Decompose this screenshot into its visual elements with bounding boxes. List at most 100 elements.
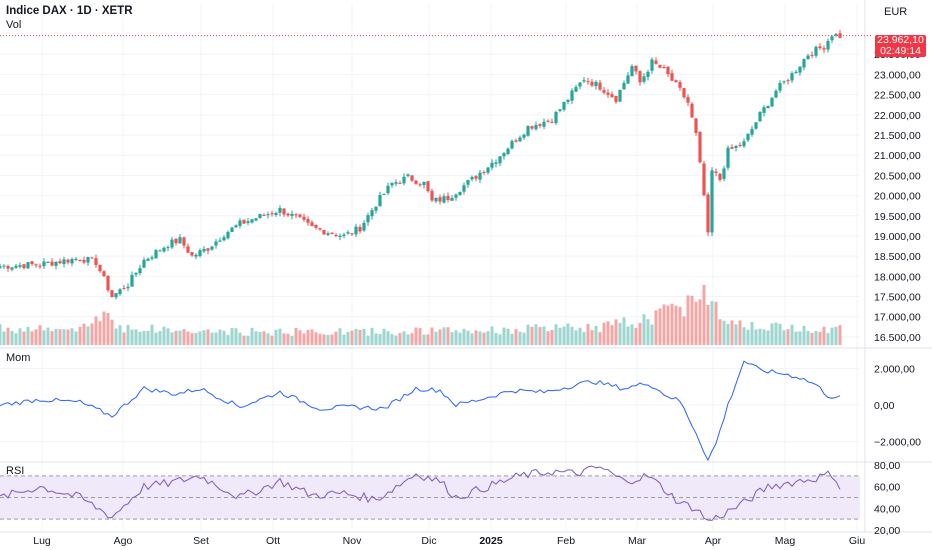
month-tick-label: Dic <box>421 535 436 547</box>
candle-body <box>746 133 750 141</box>
candle-body <box>518 137 522 142</box>
month-tick-label: Giu <box>849 535 866 547</box>
candle-body <box>230 227 234 233</box>
volume-bar <box>86 326 90 345</box>
volume-bar <box>838 325 842 345</box>
candle-body <box>386 185 390 194</box>
candle-body <box>410 175 414 181</box>
candle-body <box>422 181 426 186</box>
volume-bar <box>162 326 166 345</box>
candle-body <box>798 66 802 73</box>
candle-body <box>814 46 818 56</box>
price-tick-label: 21.000,00 <box>874 150 921 162</box>
volume-bar <box>558 327 562 345</box>
volume-bar <box>470 333 474 345</box>
volume-bar <box>538 327 542 345</box>
candle-body <box>370 210 374 217</box>
volume-bar <box>22 331 26 345</box>
volume-bar <box>454 330 458 345</box>
price-tick-label: 20.500,00 <box>874 170 921 182</box>
month-tick-label: Lug <box>33 535 51 547</box>
volume-bar <box>502 327 506 345</box>
candle-body <box>458 192 462 196</box>
volume-bar <box>594 325 598 345</box>
rsi-tick-label: 20,00 <box>874 525 900 537</box>
volume-bar <box>326 334 330 345</box>
month-tick-label: Mar <box>628 535 647 547</box>
volume-bar <box>122 332 126 345</box>
candle-body <box>566 99 570 102</box>
volume-bar <box>62 329 66 345</box>
volume-bar <box>366 335 370 345</box>
price-tick-label: 20.000,00 <box>874 191 921 203</box>
candle-body <box>286 213 290 216</box>
candle-body <box>302 216 306 220</box>
candle-body <box>554 111 558 124</box>
candle-body <box>658 64 662 68</box>
candle-body <box>530 126 534 129</box>
volume-bar <box>206 329 210 345</box>
month-tick-label: Ago <box>114 535 133 547</box>
volume-bar <box>650 324 654 345</box>
candle-body <box>330 232 334 234</box>
candle-body <box>222 237 226 241</box>
candle-body <box>426 181 430 192</box>
candle-body <box>398 182 402 184</box>
volume-bar <box>110 319 114 345</box>
candle-body <box>430 190 434 201</box>
candle-body <box>6 265 10 269</box>
volume-bar <box>66 329 70 345</box>
volume-bar <box>310 329 314 345</box>
candle-body <box>358 226 362 232</box>
volume-bar <box>78 326 82 345</box>
volume-label: Vol <box>6 19 22 31</box>
candle-body <box>186 246 190 253</box>
volume-bar <box>814 331 818 345</box>
candle-body <box>218 240 222 242</box>
candle-body <box>470 176 474 180</box>
volume-bar <box>166 328 170 345</box>
volume-bar <box>194 333 198 345</box>
chart-title: Indice DAX · 1D · XETR <box>6 5 133 17</box>
candle-body <box>106 275 110 291</box>
candle-body <box>522 134 526 138</box>
candle-body <box>334 234 338 237</box>
candle-body <box>266 214 270 216</box>
candle-body <box>638 71 642 83</box>
volume-bar <box>98 321 102 345</box>
candle-body <box>754 122 758 129</box>
candle-body <box>198 250 202 256</box>
month-tick-label: Apr <box>705 535 722 547</box>
candle-body <box>562 101 566 110</box>
volume-bar <box>602 322 606 345</box>
month-tick-label: Nov <box>343 535 362 547</box>
candle-body <box>434 197 438 202</box>
volume-bar <box>54 328 58 345</box>
currency-label: EUR <box>884 6 908 18</box>
candle-body <box>246 221 250 224</box>
volume-bar <box>330 334 334 345</box>
volume-bar <box>410 333 414 345</box>
candle-body <box>278 207 282 213</box>
candle-body <box>578 82 582 87</box>
volume-bar <box>578 327 582 345</box>
candle-body <box>534 124 538 130</box>
volume-bar <box>134 329 138 345</box>
candle-body <box>30 261 34 264</box>
candle-body <box>290 213 294 216</box>
volume-bar <box>90 323 94 345</box>
candle-body <box>2 265 6 267</box>
candle-body <box>366 215 370 223</box>
candle-body <box>758 112 762 122</box>
volume-bar <box>294 327 298 345</box>
momentum-line <box>0 360 841 462</box>
candle-body <box>158 250 162 252</box>
volume-bar <box>474 330 478 345</box>
candle-body <box>350 233 354 235</box>
volume-bar <box>686 295 690 345</box>
volume-bar <box>130 329 134 345</box>
candle-body <box>134 272 138 275</box>
volume-bar <box>214 332 218 345</box>
candle-body <box>362 222 366 231</box>
price-tick-label: 19.500,00 <box>874 211 921 223</box>
